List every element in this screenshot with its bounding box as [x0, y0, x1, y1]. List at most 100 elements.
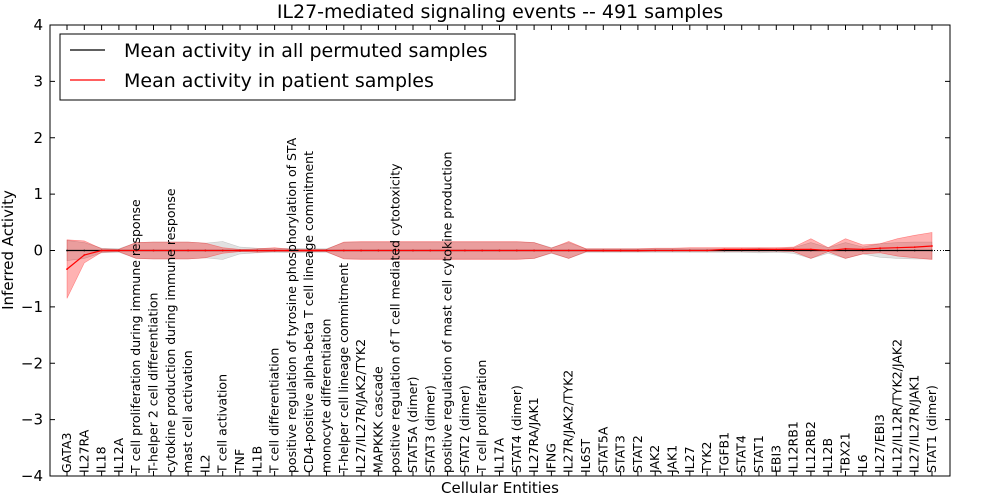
x-tick-label: mast cell activation [180, 350, 195, 473]
x-tick-label: STAT3 (dimer) [422, 385, 437, 473]
series-1-point-26 [515, 249, 518, 252]
x-tick-label: IL27R/JAK2/TYK2 [561, 370, 576, 473]
x-tick-label: STAT3 [613, 435, 628, 473]
series-1-point-20 [412, 249, 414, 252]
y-tick-label: 0 [33, 242, 43, 260]
series-1-point-17 [360, 249, 362, 252]
legend-label-permuted: Mean activity in all permuted samples [124, 40, 487, 62]
series-1-point-29 [567, 249, 570, 252]
x-tick-label: positive regulation of tyrosine phosphor… [284, 137, 299, 473]
series-1-point-23 [464, 249, 466, 252]
x-tick-label: IL27 [682, 446, 697, 473]
series-1-point-44 [827, 249, 830, 252]
series-1-point-19 [394, 249, 397, 252]
series-1-point-30 [585, 249, 587, 252]
x-tick-label: IL27RA [76, 429, 91, 473]
x-tick-label: IL6 [855, 454, 870, 473]
x-tick-label: STAT2 (dimer) [457, 385, 472, 473]
x-tick-label: positive regulation of mast cell cytokin… [440, 152, 455, 473]
series-lines [66, 245, 933, 270]
series-1-point-43 [810, 248, 812, 251]
x-tick-label: T cell proliferation [474, 360, 489, 474]
x-tick-label: monocyte differentiation [319, 319, 334, 473]
x-tick-label: STAT5A [595, 426, 610, 473]
x-tick-label: TBX21 [838, 432, 853, 474]
series-1-point-3 [118, 249, 120, 252]
series-1-point-50 [931, 245, 933, 247]
series-1-point-31 [602, 249, 605, 252]
x-tick-label: IL27RA/JAK1 [526, 397, 541, 473]
series-1-point-18 [377, 249, 380, 252]
x-tick-label: T-helper cell lineage commitment [336, 263, 351, 474]
series-1-point-32 [619, 249, 622, 252]
series-1-point-37 [706, 249, 708, 252]
x-tick-label: IL1B [249, 446, 264, 473]
series-1-point-14 [308, 249, 311, 252]
y-axis-title: Inferred Activity [0, 190, 17, 310]
x-tick-label: STAT1 (dimer) [924, 385, 939, 473]
legend-box [59, 33, 516, 101]
x-tick-label: GATA3 [59, 433, 74, 473]
series-1-point-47 [879, 247, 881, 250]
x-tick-label: TNF [232, 449, 247, 474]
x-tick-label: IL12RB2 [803, 421, 818, 473]
series-1-point-40 [758, 248, 760, 251]
x-tick-label: IL12A [111, 437, 126, 473]
x-axis [66, 25, 946, 476]
y-tick-label: 4 [33, 16, 43, 34]
x-tick-label: T cell activation [215, 374, 230, 474]
series-1-point-33 [637, 249, 639, 252]
x-tick-label: STAT5A (dimer) [405, 377, 420, 473]
series-1-point-10 [239, 249, 241, 252]
x-tick-label: STAT1 [751, 435, 766, 473]
x-tick-label: IL6ST [578, 438, 593, 473]
series-1-point-25 [498, 249, 501, 252]
series-1-point-11 [256, 249, 259, 252]
series-1-point-36 [688, 249, 691, 252]
x-tick-label: EBI3 [768, 445, 783, 473]
x-tick-label: positive regulation of T cell mediated c… [388, 163, 403, 473]
series-1-point-5 [152, 249, 155, 252]
series-1-point-22 [446, 249, 449, 252]
series-1-point-12 [273, 249, 276, 252]
x-axis-title: Cellular Entities [441, 479, 559, 497]
legend-label-patient: Mean activity in patient samples [124, 70, 434, 92]
y-tick-label: −4 [21, 467, 43, 485]
series-1-point-41 [775, 248, 778, 251]
series-1-point-7 [187, 249, 190, 252]
y-tick-label: −1 [21, 298, 43, 316]
x-tick-label: T-helper 2 cell differentiation [146, 293, 161, 474]
x-tick-label: IL12/IL12R/TYK2/JAK2 [889, 339, 904, 473]
series-0-point-48 [896, 249, 899, 252]
series-1-point-24 [481, 249, 484, 252]
x-tick-label: T cell differentiation [267, 348, 282, 474]
series-1-point-16 [342, 249, 345, 252]
x-tick-label: IL27/EBI3 [872, 414, 887, 473]
series-1-point-38 [723, 248, 726, 251]
x-tick-label: IL27/IL27R/JAK1 [907, 375, 922, 473]
series-1-point-27 [533, 249, 535, 252]
series-1-point-28 [550, 249, 553, 252]
x-tick-label: TYK2 [699, 442, 714, 474]
series-1-point-1 [83, 254, 86, 256]
y-tick-label: 2 [33, 129, 43, 147]
series-1-point-46 [861, 248, 864, 251]
confidence-bands [66, 232, 933, 299]
y-tick-label: 3 [33, 72, 43, 90]
y-axis: −4 −3 −2 −1 0 1 2 3 4 [21, 16, 950, 485]
series-1-point-21 [429, 249, 432, 252]
series-1-point-8 [204, 249, 207, 252]
x-tick-label: TGFB1 [716, 432, 731, 474]
band-series-1 [66, 232, 933, 299]
x-tick-label: IL12RB1 [786, 421, 801, 473]
series-0-point-45 [844, 249, 847, 252]
series-1-point-15 [325, 249, 328, 252]
series-1-point-9 [221, 249, 224, 252]
legend[interactable]: Mean activity in all permuted samples Me… [59, 33, 516, 101]
x-tick-label: CD4-positive alpha-beta T cell lineage c… [301, 151, 316, 473]
series-0-point-1 [83, 249, 86, 252]
y-tick-label: −3 [21, 411, 43, 429]
series-1-point-48 [896, 246, 899, 249]
y-tick-label: −2 [21, 354, 43, 372]
